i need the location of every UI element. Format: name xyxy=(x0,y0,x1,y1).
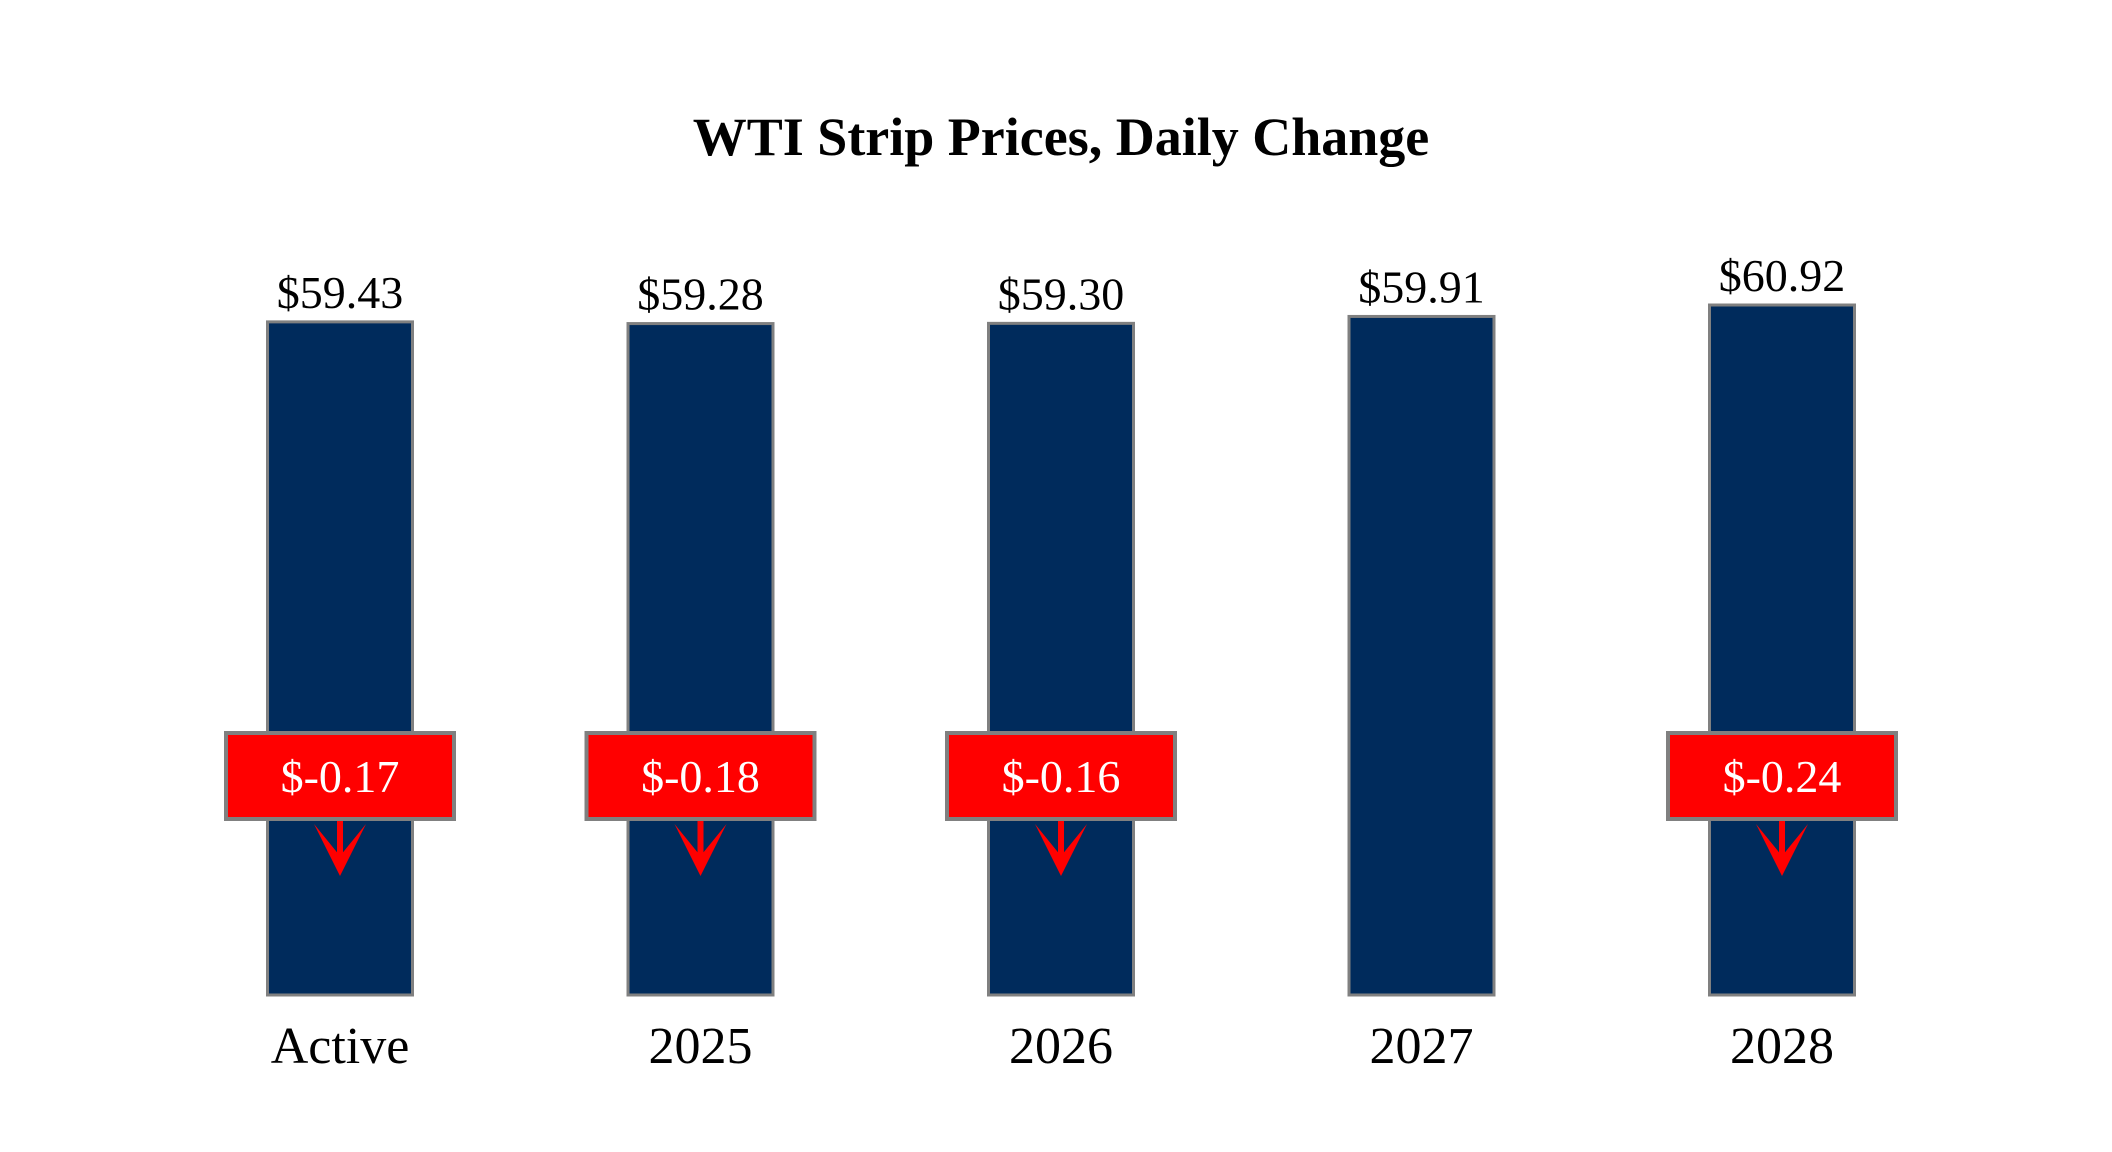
change-label: $-0.24 xyxy=(1723,751,1842,802)
value-label: $59.91 xyxy=(1358,261,1485,312)
change-label: $-0.18 xyxy=(641,751,760,802)
category-label: 2026 xyxy=(1009,1018,1113,1075)
change-label: $-0.16 xyxy=(1002,751,1121,802)
chart-title: WTI Strip Prices, Daily Change xyxy=(693,107,1430,167)
down-arrow-head-icon xyxy=(1756,824,1808,876)
value-label: $59.43 xyxy=(277,267,404,318)
value-label: $59.30 xyxy=(998,268,1125,319)
change-box xyxy=(1666,731,1898,821)
change-box xyxy=(224,731,456,821)
value-label: $60.92 xyxy=(1719,250,1846,301)
down-arrow-head-icon xyxy=(674,824,727,876)
category-label: 2027 xyxy=(1370,1018,1474,1075)
bar xyxy=(626,322,775,997)
category-label: 2025 xyxy=(649,1018,753,1075)
bar xyxy=(266,320,414,997)
change-box xyxy=(945,731,1177,821)
category-label: 2028 xyxy=(1730,1018,1834,1075)
value-label: $59.28 xyxy=(637,269,764,320)
bar xyxy=(1347,314,1496,997)
change-box xyxy=(584,731,817,821)
down-arrow-head-icon xyxy=(314,824,366,876)
bar xyxy=(987,321,1135,997)
down-arrow-head-icon xyxy=(1035,824,1087,876)
category-label: Active xyxy=(271,1018,410,1075)
change-label: $-0.17 xyxy=(281,751,400,802)
bar xyxy=(1708,303,1856,997)
